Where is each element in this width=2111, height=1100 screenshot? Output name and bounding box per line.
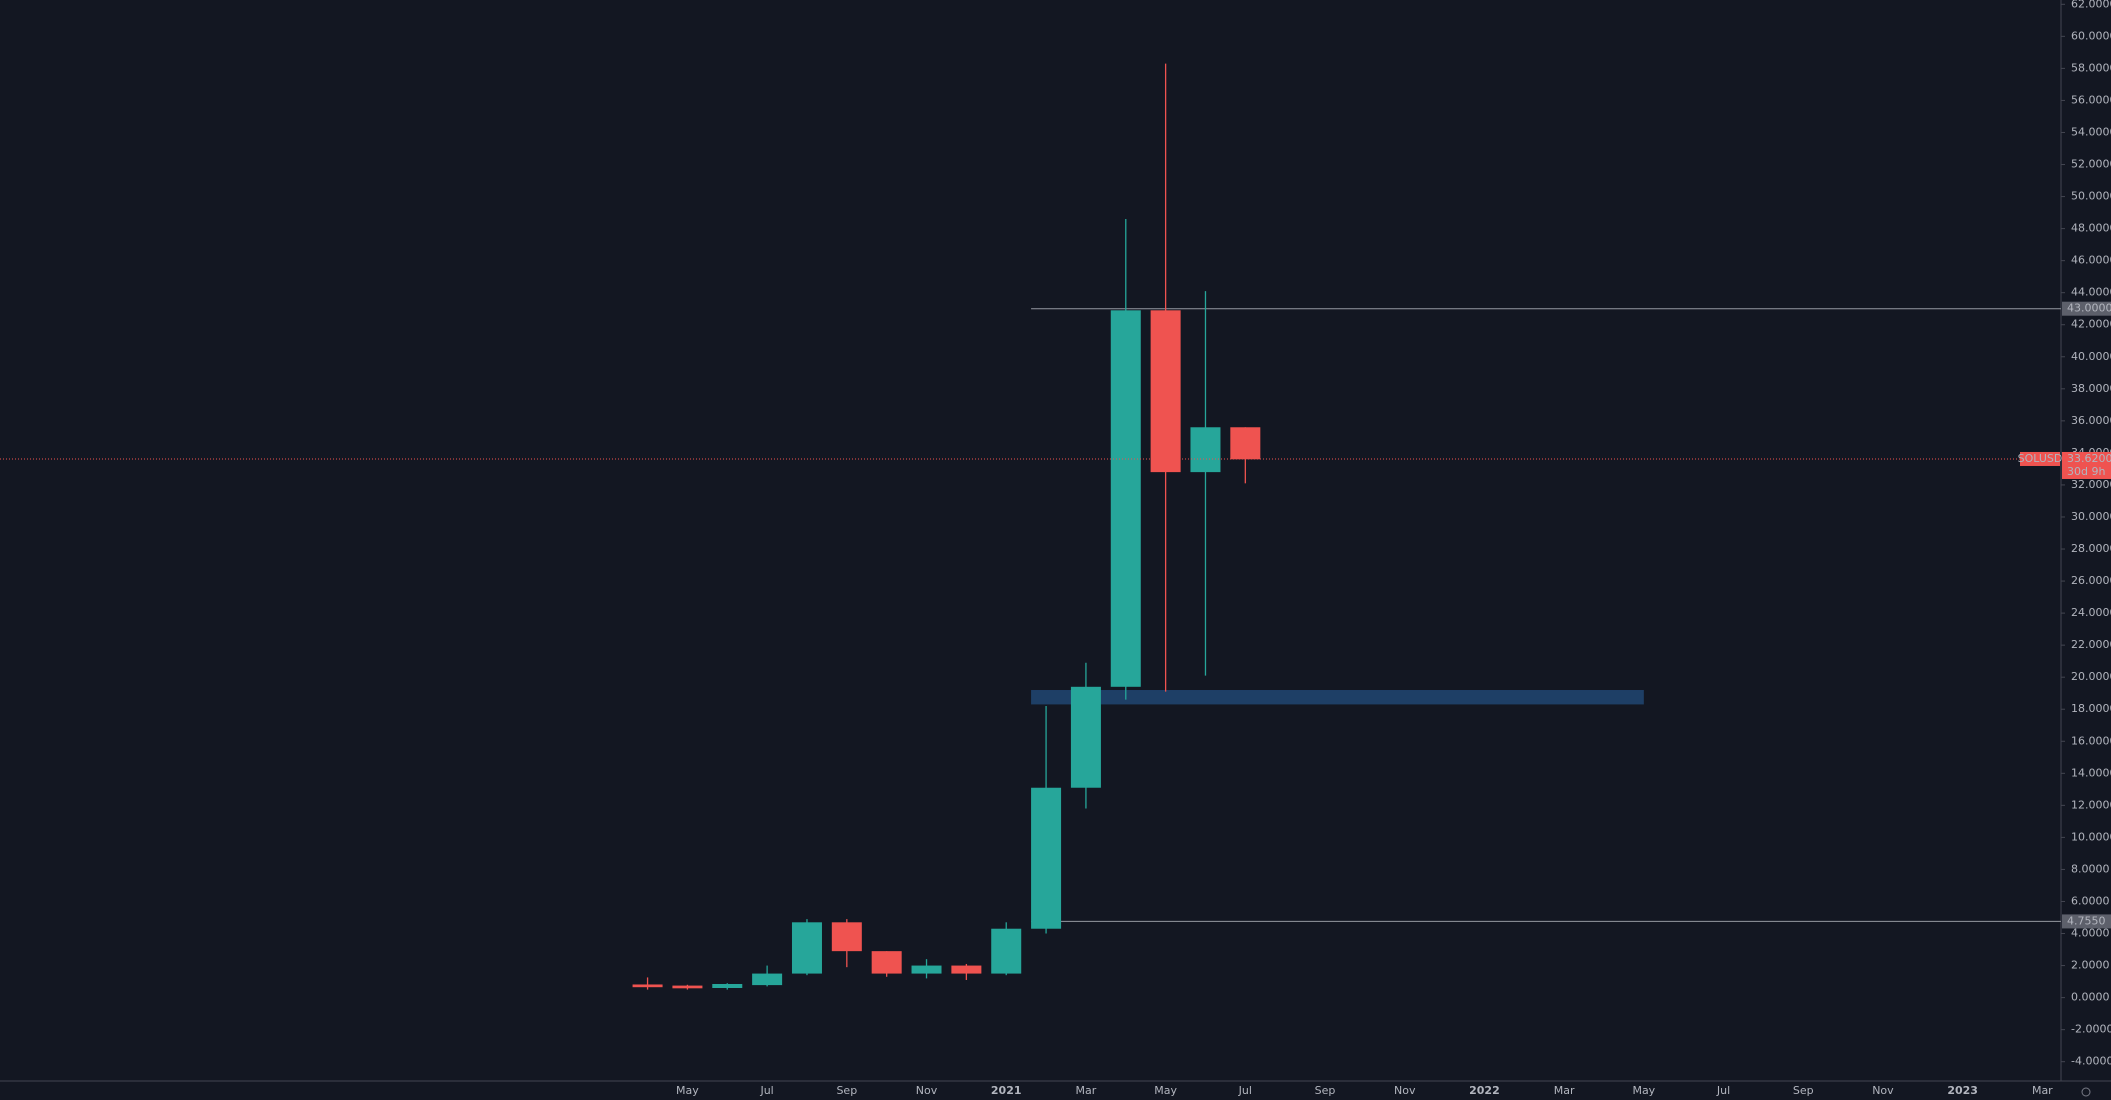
candle-body <box>672 985 703 989</box>
y-tick-label: 46.0000 <box>2071 254 2111 267</box>
x-tick-label: Nov <box>916 1084 938 1097</box>
y-tick-label: 54.0000 <box>2071 125 2111 138</box>
y-tick-label: 30.0000 <box>2071 510 2111 523</box>
y-tick-label: 12.0000 <box>2071 798 2111 811</box>
x-tick-label: Nov <box>1872 1084 1894 1097</box>
candle-body <box>1031 787 1062 929</box>
x-tick-label: Jul <box>1716 1084 1730 1097</box>
y-tick-label: 4.0000 <box>2071 927 2110 940</box>
y-tick-label: 6.0000 <box>2071 894 2110 907</box>
candle-body <box>1230 427 1261 460</box>
x-tick-label: 2023 <box>1947 1084 1978 1097</box>
price-badge-label: 4.7550 <box>2067 914 2106 927</box>
price-badge-label: 43.0000 <box>2067 302 2111 315</box>
candle-body <box>991 928 1022 974</box>
candle-body <box>791 922 822 974</box>
y-tick-label: 62.0000 <box>2071 0 2111 10</box>
x-tick-label: 2021 <box>991 1084 1022 1097</box>
y-tick-label: 2.0000 <box>2071 959 2110 972</box>
y-tick-label: 20.0000 <box>2071 670 2111 683</box>
x-tick-label: 2022 <box>1469 1084 1500 1097</box>
settings-icon[interactable] <box>2081 1087 2091 1097</box>
y-tick-label: 22.0000 <box>2071 638 2111 651</box>
y-tick-label: 60.0000 <box>2071 29 2111 42</box>
y-tick-label: 24.0000 <box>2071 606 2111 619</box>
y-tick-label: 58.0000 <box>2071 61 2111 74</box>
price-badge <box>2062 914 2111 929</box>
y-tick-label: 42.0000 <box>2071 318 2111 331</box>
x-tick-label: May <box>1154 1084 1177 1097</box>
y-tick-label: 56.0000 <box>2071 93 2111 106</box>
x-tick-label: Sep <box>836 1084 857 1097</box>
y-tick-label: -2.0000 <box>2071 1023 2111 1036</box>
candle-body <box>1190 427 1221 473</box>
last-price-label: 33.6200 <box>2067 452 2111 465</box>
candle-body <box>951 965 982 974</box>
y-tick-label: 36.0000 <box>2071 414 2111 427</box>
y-tick-label: 28.0000 <box>2071 542 2111 555</box>
x-tick-label: May <box>1632 1084 1655 1097</box>
x-tick-label: Sep <box>1315 1084 1336 1097</box>
x-tick-label: Jul <box>759 1084 773 1097</box>
support-zone <box>1031 690 1644 705</box>
y-tick-label: 8.0000 <box>2071 862 2110 875</box>
x-tick-label: May <box>676 1084 699 1097</box>
y-tick-label: 26.0000 <box>2071 574 2111 587</box>
y-tick-label: 50.0000 <box>2071 190 2111 203</box>
candle-body <box>911 965 942 974</box>
y-tick-label: -4.0000 <box>2071 1055 2111 1068</box>
candle-body <box>712 983 743 988</box>
candle-body <box>831 922 862 952</box>
countdown-label: 30d 9h <box>2067 465 2105 478</box>
candle-body <box>871 951 902 974</box>
candle-body <box>1110 310 1141 687</box>
y-tick-label: 16.0000 <box>2071 734 2111 747</box>
y-tick-label: 48.0000 <box>2071 222 2111 235</box>
last-price-badge <box>2062 451 2111 479</box>
y-tick-label: 38.0000 <box>2071 382 2111 395</box>
y-tick-label: 44.0000 <box>2071 286 2111 299</box>
y-tick-label: 0.0000 <box>2071 991 2110 1004</box>
x-tick-label: Mar <box>1076 1084 1097 1097</box>
candle-body <box>632 984 663 988</box>
symbol-label: SOLUSD <box>2018 452 2063 465</box>
x-tick-label: Mar <box>1554 1084 1575 1097</box>
y-tick-label: 40.0000 <box>2071 350 2111 363</box>
x-tick-label: Nov <box>1394 1084 1416 1097</box>
y-tick-label: 14.0000 <box>2071 766 2111 779</box>
y-tick-label: 52.0000 <box>2071 158 2111 171</box>
x-tick-label: Mar <box>2032 1084 2053 1097</box>
y-tick-label: 10.0000 <box>2071 830 2111 843</box>
y-tick-label: 32.0000 <box>2071 478 2111 491</box>
price-badge <box>2062 301 2111 316</box>
x-tick-label: Jul <box>1238 1084 1252 1097</box>
candle-body <box>1150 310 1181 473</box>
y-tick-label: 18.0000 <box>2071 702 2111 715</box>
symbol-badge <box>2020 451 2060 466</box>
candle-body <box>752 973 783 986</box>
candle-body <box>1070 686 1101 788</box>
x-tick-label: Sep <box>1793 1084 1814 1097</box>
